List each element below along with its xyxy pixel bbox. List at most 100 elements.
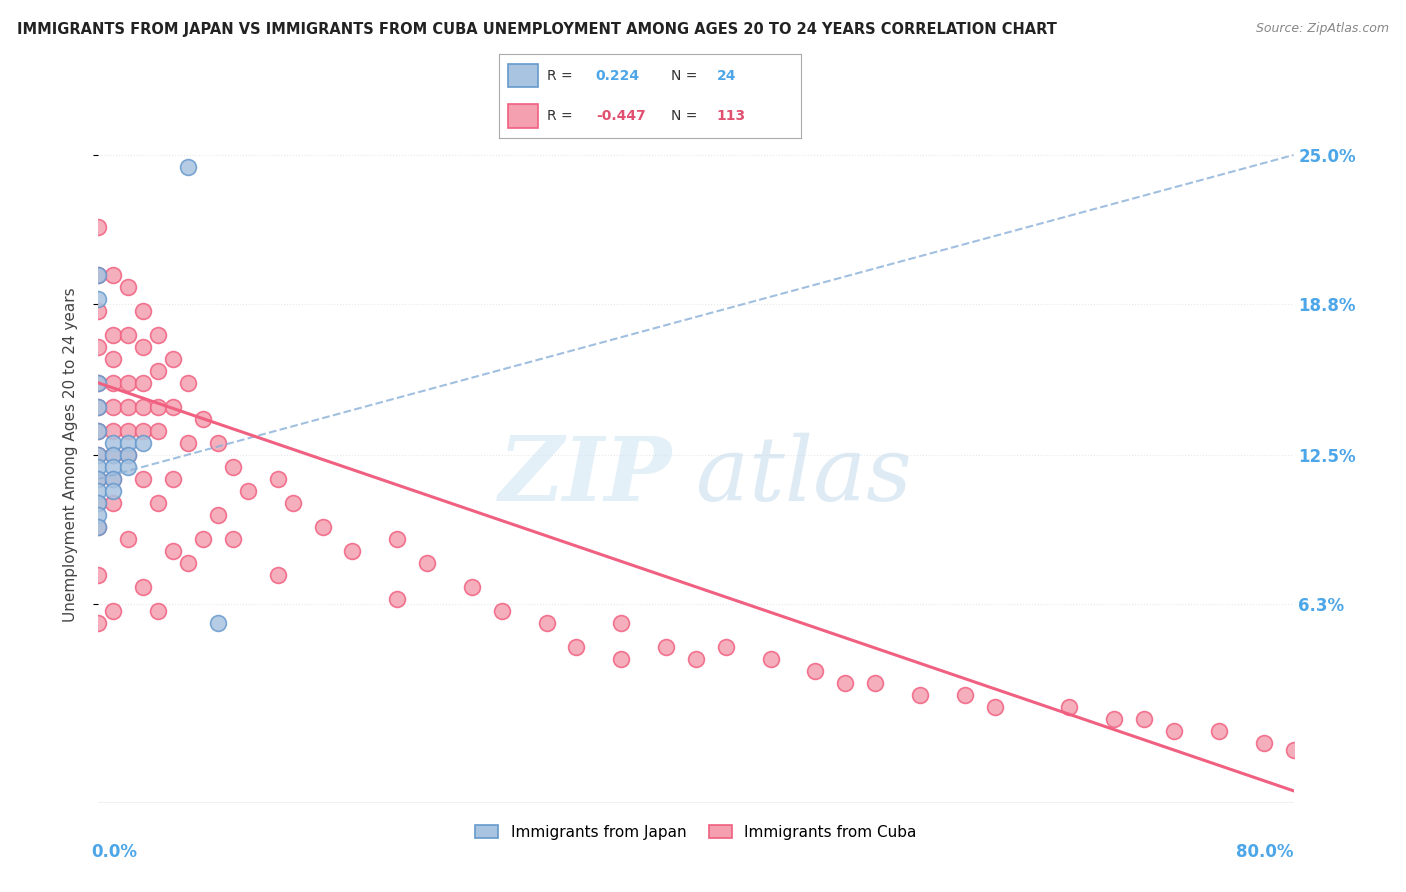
Point (207, 615, 229, 630)
Point (148, 400, 170, 414)
Point (117, 328, 139, 343)
Point (94, 40, 117, 54)
Point (610, 615, 633, 630)
Text: 0.0%: 0.0% (91, 843, 138, 861)
Point (804, 664, 827, 678)
Bar (508, 104, 538, 128)
Point (87, 472, 110, 486)
Point (103, 351, 125, 366)
Point (103, 483, 125, 498)
Point (1104, 712, 1126, 726)
Point (610, 652, 633, 666)
Point (87, 615, 110, 630)
Text: 24: 24 (717, 69, 737, 83)
Point (87, 400, 110, 414)
Point (87, 508, 110, 522)
Text: -0.447: -0.447 (596, 109, 645, 123)
Point (87, 567, 110, 582)
Point (103, 496, 125, 510)
Point (132, 436, 155, 450)
Point (222, 459, 245, 474)
Point (103, 459, 125, 474)
Point (1059, 699, 1081, 714)
Point (117, 448, 139, 462)
Point (148, 424, 170, 438)
Point (1163, 723, 1185, 738)
Point (222, 532, 245, 546)
Point (103, 376, 125, 390)
Text: Source: ZipAtlas.com: Source: ZipAtlas.com (1256, 22, 1389, 36)
Point (416, 556, 439, 570)
Point (162, 400, 184, 414)
Point (117, 448, 139, 462)
Point (103, 328, 125, 343)
Point (148, 496, 170, 510)
Point (103, 436, 125, 450)
Point (103, 448, 125, 462)
Point (87, 496, 110, 510)
Point (908, 688, 931, 702)
Point (117, 424, 139, 438)
Point (714, 640, 737, 654)
Point (281, 496, 304, 510)
Point (87, 459, 110, 474)
Point (984, 699, 1007, 714)
Text: 80.0%: 80.0% (1236, 843, 1294, 861)
Y-axis label: Unemployment Among Ages 20 to 24 years: Unemployment Among Ages 20 to 24 years (63, 287, 77, 623)
Point (491, 604, 513, 618)
Point (385, 532, 409, 546)
Point (565, 640, 588, 654)
Point (103, 472, 125, 486)
Point (87, 268, 110, 282)
Point (865, 676, 887, 690)
Point (1208, 723, 1230, 738)
Point (1253, 736, 1275, 750)
Point (132, 400, 155, 414)
Point (177, 556, 200, 570)
Point (385, 591, 409, 606)
Point (132, 304, 155, 318)
Point (87, 483, 110, 498)
Point (132, 340, 155, 354)
Point (342, 544, 364, 558)
Point (87, 376, 110, 390)
Point (103, 400, 125, 414)
Point (655, 640, 678, 654)
Point (461, 580, 484, 594)
Point (87, 496, 110, 510)
Point (177, 160, 200, 174)
Point (162, 472, 184, 486)
Point (759, 652, 782, 666)
Point (953, 688, 976, 702)
Point (103, 424, 125, 438)
Point (148, 604, 170, 618)
Text: R =: R = (547, 109, 578, 123)
Point (117, 400, 139, 414)
Point (148, 328, 170, 343)
Point (236, 483, 259, 498)
Text: 0.224: 0.224 (596, 69, 640, 83)
Point (87, 520, 110, 534)
Point (162, 351, 184, 366)
Text: IMMIGRANTS FROM JAPAN VS IMMIGRANTS FROM CUBA UNEMPLOYMENT AMONG AGES 20 TO 24 Y: IMMIGRANTS FROM JAPAN VS IMMIGRANTS FROM… (17, 22, 1057, 37)
Point (87, 268, 110, 282)
Text: R =: R = (547, 69, 578, 83)
Point (103, 448, 125, 462)
Point (1282, 743, 1305, 757)
Point (87, 424, 110, 438)
Point (87, 219, 110, 234)
Point (148, 364, 170, 378)
Point (267, 472, 290, 486)
Point (191, 412, 214, 426)
Point (87, 400, 110, 414)
Text: 113: 113 (717, 109, 747, 123)
Text: ZIP: ZIP (499, 433, 672, 519)
Point (834, 676, 856, 690)
Point (87, 448, 110, 462)
Point (87, 340, 110, 354)
Point (87, 448, 110, 462)
Point (117, 436, 139, 450)
Text: N =: N = (672, 109, 702, 123)
Point (685, 652, 707, 666)
Point (132, 580, 155, 594)
